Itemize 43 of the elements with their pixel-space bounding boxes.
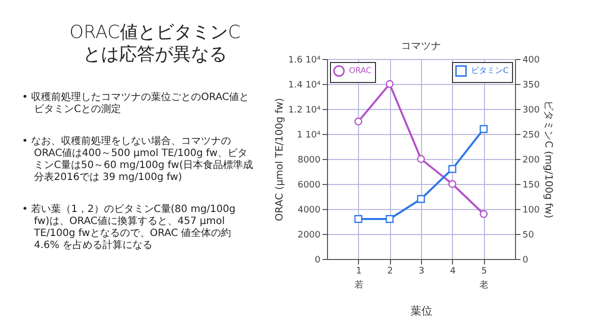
chart-title: コマツナ bbox=[401, 41, 441, 52]
legend-label: ビタミンC bbox=[471, 66, 509, 75]
point bbox=[386, 80, 394, 88]
y2-axis-title: ビタミンC (mg/100g fw) bbox=[542, 100, 554, 218]
legend-label: ORAC bbox=[349, 66, 372, 75]
x-tick-label: 1 若 bbox=[354, 266, 364, 290]
point bbox=[448, 165, 456, 173]
point bbox=[354, 215, 362, 223]
y2-tick-label: 200 bbox=[522, 156, 540, 166]
x-tick-label: 5 老 bbox=[480, 266, 489, 290]
text: ORAC値とビタミンC とは応答が異なる bbox=[68, 22, 242, 66]
y-tick-label: 1 10⁴ bbox=[296, 130, 321, 140]
point bbox=[448, 180, 456, 188]
y-tick-label: 0 bbox=[314, 256, 321, 266]
point bbox=[480, 210, 488, 218]
y-tick-label: 1.6 10⁴ bbox=[288, 56, 321, 66]
y2-tick-label: 350 bbox=[522, 80, 540, 90]
y2-tick-label: 250 bbox=[522, 130, 540, 140]
y-tick-label: 4000 bbox=[298, 206, 321, 216]
x-tick-label: 2 bbox=[387, 266, 394, 276]
y-tick-label: 2000 bbox=[298, 230, 321, 240]
y2-tick-label: 50 bbox=[522, 230, 534, 240]
point bbox=[354, 118, 362, 126]
y-tick-label: 8000 bbox=[298, 156, 321, 166]
x-tick-label: 4 bbox=[450, 266, 456, 276]
point bbox=[417, 155, 425, 163]
text: • 若い葉（1，2）のビタミンC量(80 mg/100g fw)は、ORAC値に換算すると、457 μmol TE/100g fwとなるので、ORAC 値全体の約4.6% を占める計算になる bbox=[22, 204, 236, 252]
y2-tick-label: 100 bbox=[522, 206, 540, 216]
y2-tick-label: 300 bbox=[522, 106, 540, 116]
point bbox=[386, 215, 394, 223]
point bbox=[480, 125, 488, 133]
y-tick-label: 1.2 10⁴ bbox=[288, 106, 321, 116]
text: • 収穫前処理したコマツナの葉位ごとのORAC値とビタミンCとの測定 bbox=[22, 92, 250, 116]
y2-tick-label: 400 bbox=[522, 56, 540, 66]
x-tick-label: 3 bbox=[418, 266, 424, 276]
y2-tick-label: 150 bbox=[522, 180, 540, 190]
text: • なお、収穫前処理をしない場合、コマツナのORAC値は400～500 μmol TE/100g fw、ビタミンC量は50～60 mg/100g fw(日本食品標準成分表2016では 39 mg/100g fw) bbox=[22, 136, 254, 184]
point bbox=[417, 195, 425, 203]
y-axis-title: ORAC (μmol TE/100g fw) bbox=[274, 98, 286, 222]
y-tick-label: 6000 bbox=[298, 180, 321, 190]
x-axis-title: 葉位 bbox=[410, 304, 432, 318]
y-tick-label: 1.4 10⁴ bbox=[288, 80, 321, 90]
y2-tick-label: 0 bbox=[522, 256, 528, 266]
